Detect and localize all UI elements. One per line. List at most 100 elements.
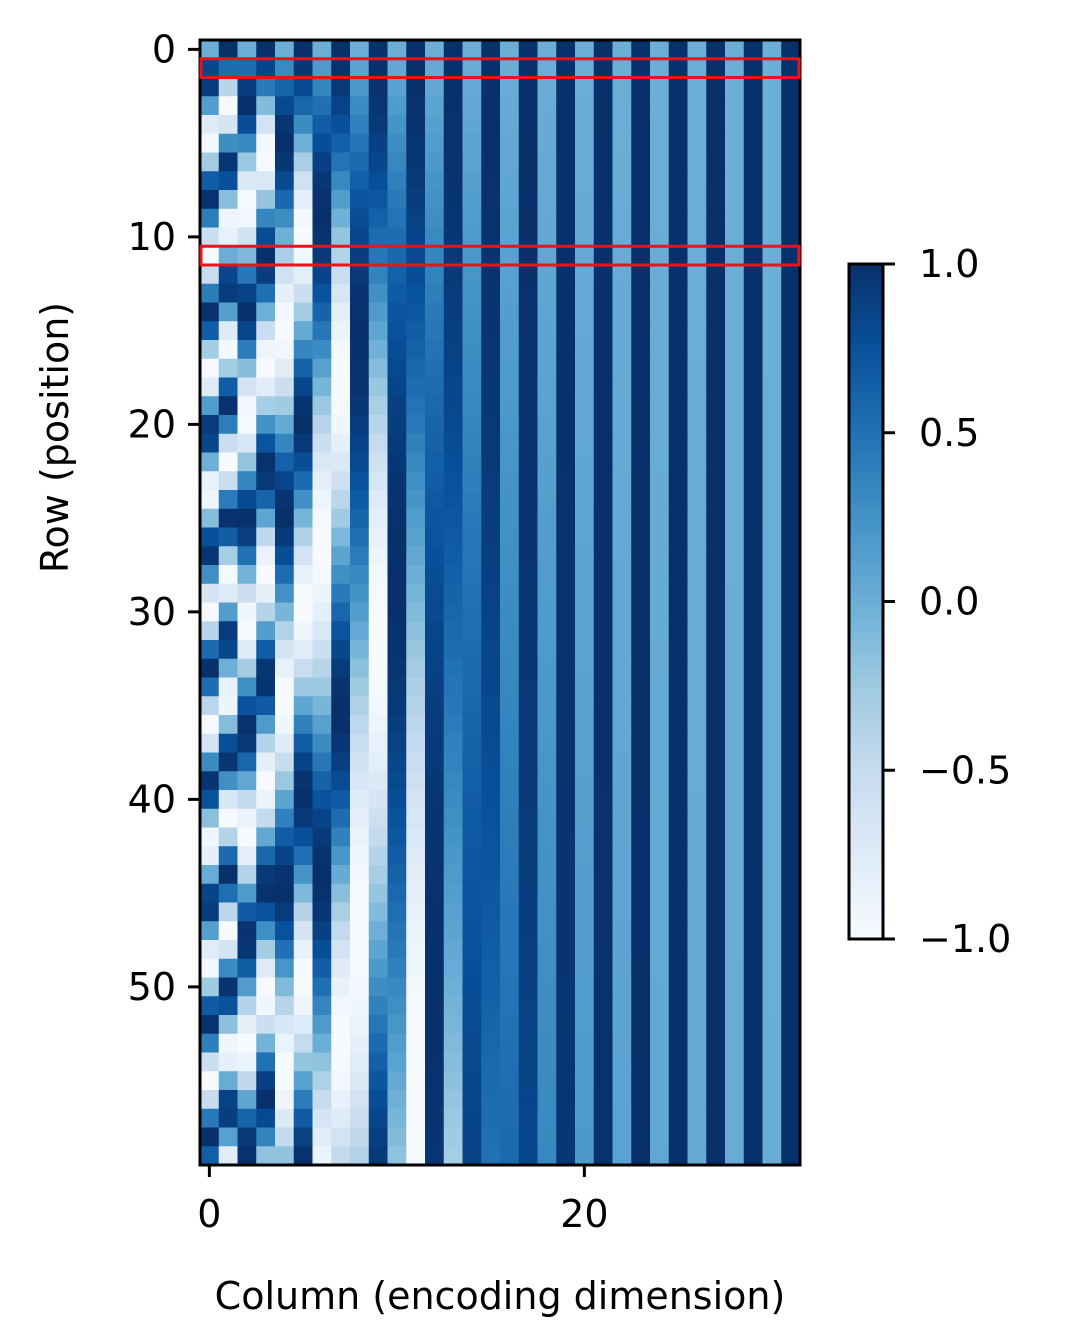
heatmap-cell	[781, 302, 801, 322]
heatmap-cell	[687, 696, 707, 716]
heatmap-cell	[556, 190, 576, 210]
heatmap-cell	[518, 77, 539, 97]
heatmap-cell	[256, 1015, 276, 1035]
heatmap-cell	[368, 790, 389, 810]
heatmap-cell	[743, 827, 764, 847]
heatmap-cell	[593, 1127, 614, 1147]
heatmap-cell	[406, 433, 426, 454]
heatmap-cell	[218, 921, 239, 941]
heatmap-cell	[425, 790, 445, 810]
heatmap-cell	[706, 358, 726, 379]
heatmap-cell	[293, 77, 314, 97]
heatmap-cell	[406, 1108, 426, 1129]
heatmap-cell	[650, 77, 670, 97]
heatmap-cell	[368, 96, 389, 116]
heatmap-cell	[668, 1108, 689, 1129]
heatmap-cell	[406, 752, 426, 772]
heatmap-cell	[762, 283, 782, 304]
heatmap-cell	[706, 1033, 726, 1054]
heatmap-cell	[725, 396, 745, 416]
heatmap-cell	[518, 640, 539, 660]
heatmap-cell	[331, 883, 351, 904]
heatmap-cell	[500, 1108, 520, 1129]
heatmap-cell	[687, 1090, 707, 1110]
heatmap-cell	[593, 846, 614, 866]
heatmap-cell	[706, 1071, 726, 1091]
heatmap-cell	[781, 358, 801, 379]
heatmap-cell	[593, 415, 614, 435]
heatmap-cell	[312, 1127, 332, 1147]
heatmap-cell	[256, 790, 276, 810]
heatmap-cell	[331, 452, 351, 472]
heatmap-cell	[743, 715, 764, 735]
heatmap-cell	[500, 508, 520, 529]
heatmap-cell	[200, 40, 220, 60]
heatmap-cell	[275, 940, 295, 960]
heatmap-cell	[500, 471, 520, 491]
heatmap-cell	[500, 58, 520, 79]
heatmap-cell	[743, 621, 764, 641]
heatmap-cell	[593, 1015, 614, 1035]
heatmap-cell	[687, 1127, 707, 1147]
heatmap-cell	[218, 171, 239, 191]
heatmap-cell	[256, 358, 276, 379]
heatmap-cell	[537, 583, 557, 604]
heatmap-cell	[406, 733, 426, 754]
heatmap-cell	[556, 1033, 576, 1054]
heatmap-cell	[725, 658, 745, 679]
heatmap-cell	[331, 171, 351, 191]
heatmap-cell	[650, 358, 670, 379]
heatmap-cell	[312, 752, 332, 772]
heatmap-cell	[481, 152, 501, 172]
heatmap-cell	[518, 827, 539, 847]
heatmap-cell	[593, 715, 614, 735]
heatmap-cell	[631, 865, 651, 885]
heatmap-cell	[275, 396, 295, 416]
heatmap-cell	[631, 227, 651, 247]
heatmap-cell	[331, 958, 351, 979]
heatmap-cell	[350, 996, 370, 1016]
heatmap-cell	[556, 790, 576, 810]
heatmap-cell	[706, 527, 726, 547]
heatmap-cell	[387, 602, 407, 622]
heatmap-cell	[781, 546, 801, 566]
heatmap-cell	[762, 921, 782, 941]
heatmap-cell	[762, 302, 782, 322]
heatmap-cell	[537, 621, 557, 641]
heatmap-cell	[387, 246, 407, 266]
heatmap-cell	[556, 808, 576, 829]
heatmap-cell	[368, 1090, 389, 1110]
heatmap-cell	[237, 302, 257, 322]
heatmap-cell	[237, 208, 257, 229]
heatmap-cell	[256, 902, 276, 922]
heatmap-cell	[500, 733, 520, 754]
heatmap-cell	[518, 321, 539, 341]
heatmap-cell	[743, 1015, 764, 1035]
heatmap-cell	[500, 883, 520, 904]
heatmap-cell	[500, 1015, 520, 1035]
heatmap-cell	[762, 677, 782, 697]
heatmap-cell	[518, 621, 539, 641]
heatmap-cell	[368, 640, 389, 660]
heatmap-cell	[762, 1071, 782, 1091]
heatmap-cell	[687, 1015, 707, 1035]
heatmap-cell	[762, 827, 782, 847]
heatmap-cell	[650, 508, 670, 529]
heatmap-cell	[668, 958, 689, 979]
heatmap-cell	[518, 958, 539, 979]
heatmap-cell	[481, 302, 501, 322]
heatmap-cell	[312, 115, 332, 135]
heatmap-cell	[781, 790, 801, 810]
heatmap-cell	[631, 1090, 651, 1110]
heatmap-cell	[537, 846, 557, 866]
heatmap-cell	[200, 471, 220, 491]
heatmap-cell	[275, 1052, 295, 1072]
heatmap-cell	[237, 452, 257, 472]
heatmap-cell	[631, 340, 651, 360]
heatmap-cell	[237, 752, 257, 772]
heatmap-cell	[443, 1146, 464, 1166]
heatmap-cell	[537, 883, 557, 904]
heatmap-cell	[350, 752, 370, 772]
heatmap-cell	[331, 115, 351, 135]
heatmap-cell	[218, 733, 239, 754]
